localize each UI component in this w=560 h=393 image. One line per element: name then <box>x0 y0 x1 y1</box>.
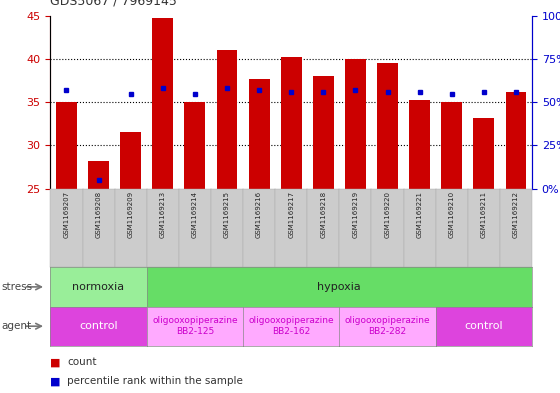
Bar <box>409 101 430 189</box>
Bar <box>345 59 366 189</box>
Text: control: control <box>465 321 503 331</box>
Text: percentile rank within the sample: percentile rank within the sample <box>67 376 243 386</box>
Text: ■: ■ <box>50 376 61 386</box>
Text: oligooxopiperazine
BB2-125: oligooxopiperazine BB2-125 <box>152 316 237 336</box>
Bar <box>120 132 141 189</box>
Text: oligooxopiperazine
BB2-162: oligooxopiperazine BB2-162 <box>249 316 334 336</box>
Bar <box>473 118 494 189</box>
Text: GSM1169209: GSM1169209 <box>128 191 134 238</box>
Bar <box>441 102 462 189</box>
Text: GSM1169216: GSM1169216 <box>256 191 262 238</box>
Bar <box>506 92 526 189</box>
Text: agent: agent <box>1 321 31 331</box>
Bar <box>152 18 173 189</box>
Text: GSM1169212: GSM1169212 <box>513 191 519 238</box>
Text: hypoxia: hypoxia <box>318 282 361 292</box>
Text: control: control <box>80 321 118 331</box>
Text: GSM1169214: GSM1169214 <box>192 191 198 238</box>
Text: GSM1169213: GSM1169213 <box>160 191 166 238</box>
Text: GSM1169219: GSM1169219 <box>352 191 358 238</box>
Text: stress: stress <box>1 282 32 292</box>
Text: GSM1169217: GSM1169217 <box>288 191 294 238</box>
Bar <box>249 79 269 189</box>
Text: GSM1169218: GSM1169218 <box>320 191 326 238</box>
Text: GSM1169220: GSM1169220 <box>385 191 390 238</box>
Text: oligooxopiperazine
BB2-282: oligooxopiperazine BB2-282 <box>345 316 430 336</box>
Bar <box>184 102 206 189</box>
Text: count: count <box>67 357 97 367</box>
Text: GSM1169215: GSM1169215 <box>224 191 230 238</box>
Bar <box>217 50 237 189</box>
Text: GSM1169211: GSM1169211 <box>481 191 487 238</box>
Bar <box>281 57 302 189</box>
Text: ■: ■ <box>50 357 61 367</box>
Text: GDS5067 / 7969145: GDS5067 / 7969145 <box>50 0 178 8</box>
Text: GSM1169221: GSM1169221 <box>417 191 423 238</box>
Text: GSM1169210: GSM1169210 <box>449 191 455 238</box>
Text: GSM1169208: GSM1169208 <box>96 191 101 238</box>
Bar <box>56 102 77 189</box>
Text: GSM1169207: GSM1169207 <box>63 191 69 238</box>
Bar <box>88 161 109 189</box>
Bar <box>313 76 334 189</box>
Text: normoxia: normoxia <box>72 282 125 292</box>
Bar <box>377 63 398 189</box>
